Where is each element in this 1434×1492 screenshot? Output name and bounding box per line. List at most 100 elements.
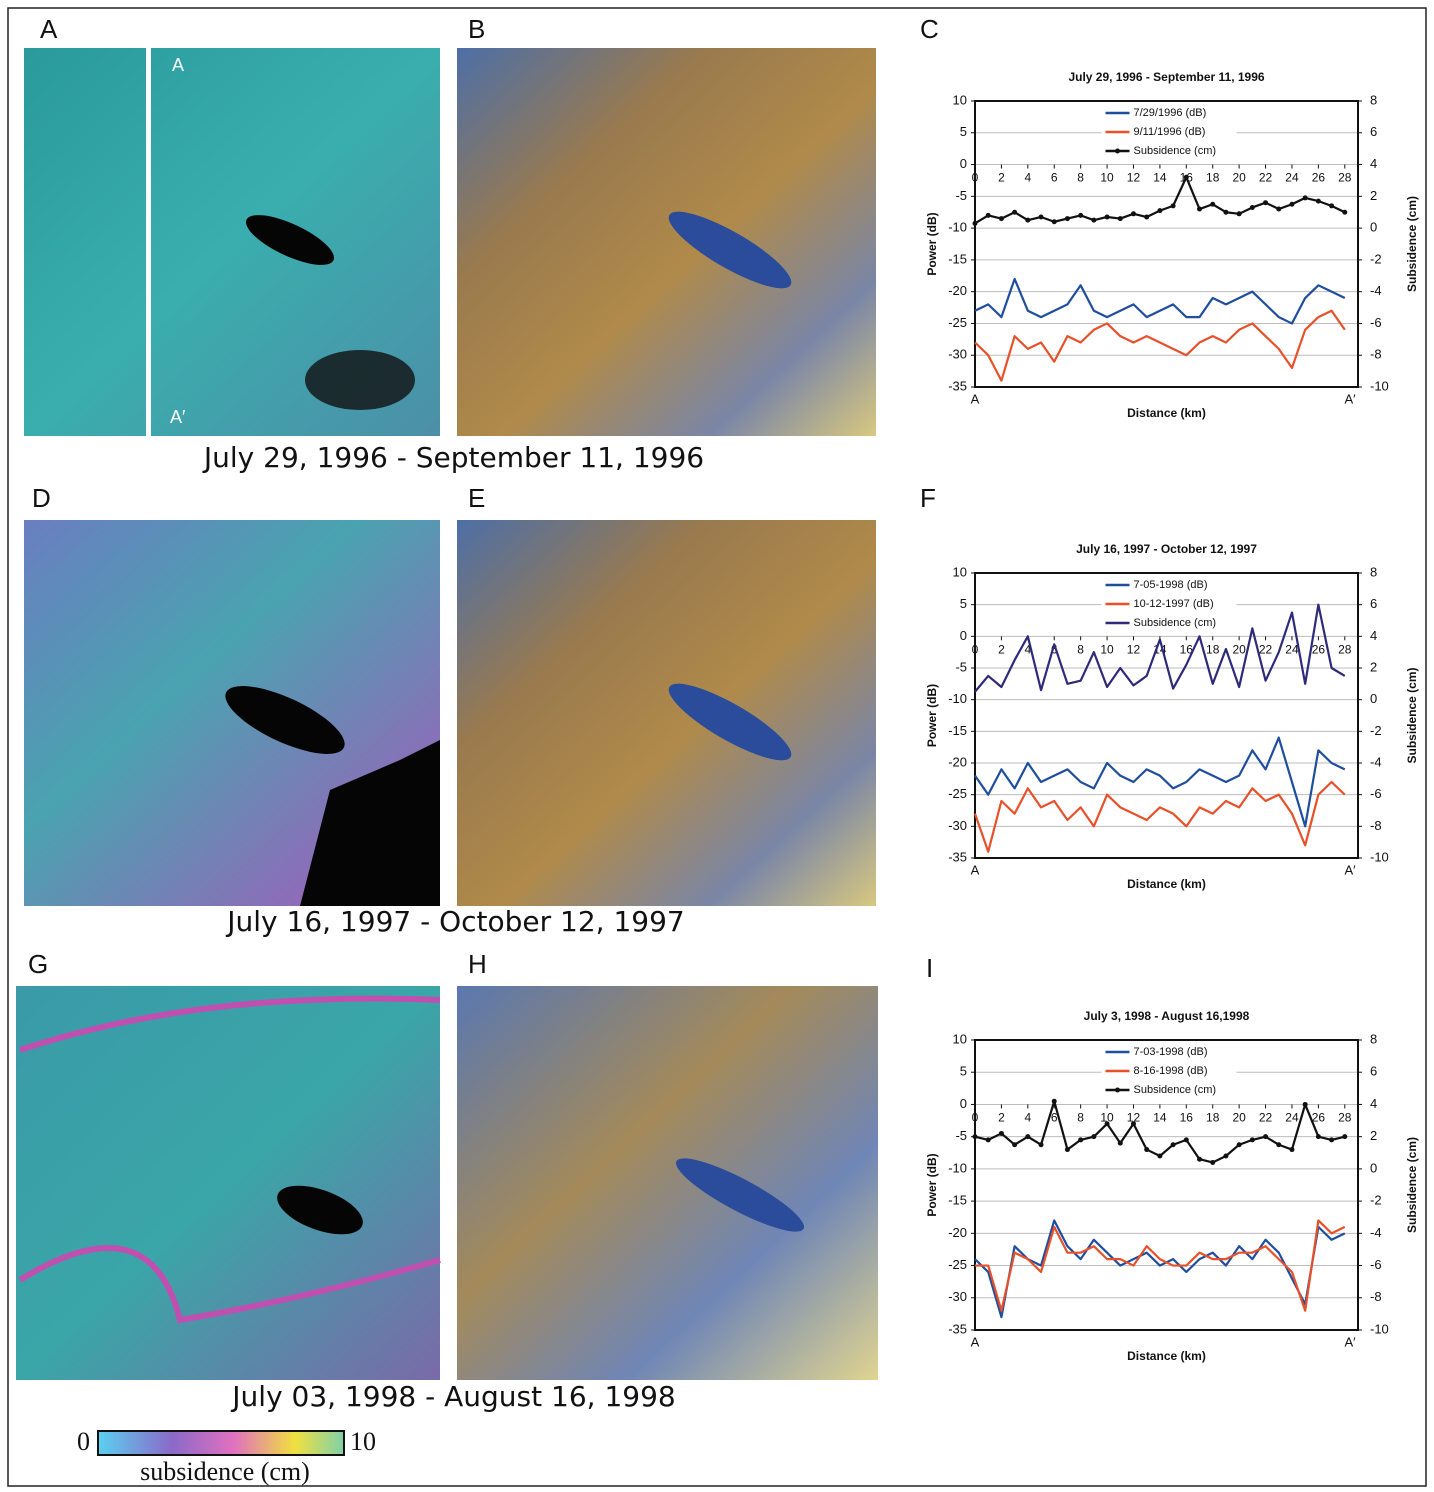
profile-label: A xyxy=(172,55,184,75)
series-marker xyxy=(1170,203,1176,209)
x-end-label: A xyxy=(971,391,980,406)
series-marker xyxy=(1197,1156,1203,1162)
river xyxy=(19,995,441,1053)
legend-label: 7-05-1998 (dB) xyxy=(1134,579,1208,591)
panel-label: C xyxy=(920,14,939,44)
series-marker xyxy=(1064,216,1070,222)
chart-title: July 3, 1998 - August 16,1998 xyxy=(1084,1009,1250,1023)
x-tick-label: 28 xyxy=(1338,1111,1352,1125)
series-marker xyxy=(1183,1137,1189,1143)
x-tick-label: 26 xyxy=(1312,171,1326,185)
series-line xyxy=(974,277,1346,325)
x-tick-label: 28 xyxy=(1338,171,1352,185)
lake xyxy=(225,686,345,754)
image-h xyxy=(457,986,878,1380)
y2-tick-label: 4 xyxy=(1370,1096,1377,1111)
legend-label: 7-03-1998 (dB) xyxy=(1134,1046,1208,1058)
y2-tick-label: -6 xyxy=(1370,786,1382,801)
series-marker xyxy=(1144,1147,1150,1153)
y-tick-label: 0 xyxy=(960,1096,967,1111)
y2-tick-label: 8 xyxy=(1370,564,1377,579)
x-tick-label: 24 xyxy=(1285,171,1299,185)
caption: July 29, 1996 - September 11, 1996 xyxy=(202,441,704,474)
series-marker xyxy=(1091,1134,1097,1140)
y2-tick-label: 8 xyxy=(1370,92,1377,107)
panel-label: H xyxy=(468,949,487,979)
x-tick-label: 2 xyxy=(998,643,1005,657)
series-marker xyxy=(1117,1140,1123,1146)
chart-title: July 16, 1997 - October 12, 1997 xyxy=(1076,542,1257,556)
panel-label: G xyxy=(28,949,48,979)
y-tick-label: -30 xyxy=(948,347,967,362)
y-tick-label: 10 xyxy=(953,564,967,579)
series-marker xyxy=(1210,201,1216,207)
image-e xyxy=(457,520,876,906)
series-marker xyxy=(1130,211,1136,217)
y2-tick-label: 6 xyxy=(1370,124,1377,139)
y-tick-label: -5 xyxy=(955,188,967,203)
x-axis-label: Distance (km) xyxy=(1127,1349,1206,1363)
x-tick-label: 26 xyxy=(1312,643,1326,657)
y-tick-label: -25 xyxy=(948,1257,967,1272)
series-marker xyxy=(1051,219,1057,225)
series-marker xyxy=(1025,217,1031,223)
y2-tick-label: 6 xyxy=(1370,596,1377,611)
x-tick-label: 28 xyxy=(1338,643,1352,657)
x-tick-label: 12 xyxy=(1127,171,1141,185)
y2-tick-label: -10 xyxy=(1370,378,1389,393)
x-tick-label: 4 xyxy=(1024,643,1031,657)
series-marker xyxy=(1236,211,1242,217)
x-tick-label: 16 xyxy=(1180,643,1194,657)
y-tick-label: -15 xyxy=(948,1193,967,1208)
y2-tick-label: 2 xyxy=(1370,659,1377,674)
series-marker xyxy=(972,220,978,226)
y2-tick-label: -2 xyxy=(1370,251,1382,266)
y-tick-label: 10 xyxy=(953,92,967,107)
y2-tick-label: 0 xyxy=(1370,691,1377,706)
series-marker xyxy=(1329,203,1335,209)
profile-label: A′ xyxy=(170,407,186,427)
series-marker xyxy=(1157,208,1163,214)
legend-label: Subsidence (cm) xyxy=(1134,617,1217,629)
y2-tick-label: 2 xyxy=(1370,1128,1377,1143)
panel-label: D xyxy=(32,483,51,513)
y-tick-label: -20 xyxy=(948,754,967,769)
frame xyxy=(7,7,1427,1487)
series-marker xyxy=(1276,206,1282,212)
series-marker xyxy=(1012,1142,1018,1148)
x-tick-label: 2 xyxy=(998,171,1005,185)
series-marker xyxy=(1064,1147,1070,1153)
series-marker xyxy=(1342,209,1348,215)
x-tick-label: 16 xyxy=(1180,1111,1194,1125)
x-axis-label: Distance (km) xyxy=(1127,877,1206,891)
series-line xyxy=(974,1219,1346,1319)
panel-label: E xyxy=(468,483,485,513)
x-tick-label: 8 xyxy=(1077,1111,1084,1125)
x-tick-label: 8 xyxy=(1077,643,1084,657)
series-marker xyxy=(1263,200,1269,206)
y-tick-label: 0 xyxy=(960,628,967,643)
y-tick-label: -20 xyxy=(948,1225,967,1240)
y-tick-label: 5 xyxy=(960,1064,967,1079)
y-tick-label: -10 xyxy=(948,1160,967,1175)
y-axis-label: Power (dB) xyxy=(925,684,939,747)
series-marker xyxy=(1104,214,1110,220)
y2-tick-label: -6 xyxy=(1370,315,1382,330)
series-marker xyxy=(1329,1137,1335,1143)
series-marker xyxy=(972,1134,978,1140)
series-marker xyxy=(1104,1121,1110,1127)
caption: July 16, 1997 - October 12, 1997 xyxy=(225,905,685,938)
series-marker xyxy=(1315,198,1321,204)
x-end-label: A xyxy=(971,862,980,877)
series-marker xyxy=(985,212,991,218)
series-marker xyxy=(998,1130,1004,1136)
legend-label: 9/11/1996 (dB) xyxy=(1134,126,1206,138)
legend-label: 7/29/1996 (dB) xyxy=(1134,107,1207,119)
lake xyxy=(277,1185,363,1235)
y-tick-label: 10 xyxy=(953,1031,967,1046)
series-marker xyxy=(1210,1159,1216,1165)
x-end-label: A′ xyxy=(1344,1334,1356,1349)
y2-tick-label: 0 xyxy=(1370,220,1377,235)
y-tick-label: 0 xyxy=(960,156,967,171)
